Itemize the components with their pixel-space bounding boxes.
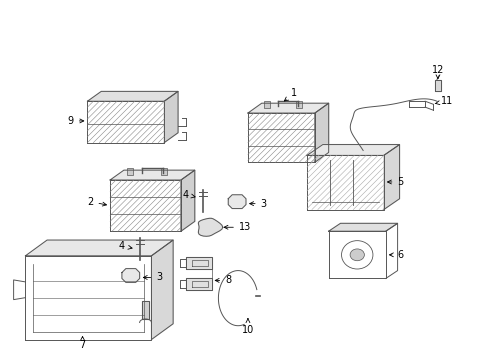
Bar — [296, 101, 302, 108]
Polygon shape — [87, 91, 178, 101]
Polygon shape — [122, 269, 140, 282]
Text: 1: 1 — [284, 88, 297, 101]
Text: 10: 10 — [242, 319, 254, 335]
Polygon shape — [434, 80, 440, 91]
Text: 13: 13 — [224, 222, 251, 232]
Text: 3: 3 — [249, 199, 266, 209]
Polygon shape — [25, 240, 173, 256]
Text: 5: 5 — [386, 177, 403, 187]
Polygon shape — [185, 257, 211, 269]
Polygon shape — [228, 195, 245, 208]
Polygon shape — [383, 145, 399, 210]
Text: 7: 7 — [79, 337, 85, 350]
Polygon shape — [181, 170, 194, 231]
Text: 9: 9 — [67, 116, 83, 126]
Text: 2: 2 — [87, 197, 106, 207]
Polygon shape — [198, 218, 223, 236]
Bar — [161, 168, 166, 175]
Ellipse shape — [341, 240, 372, 269]
Bar — [126, 168, 133, 175]
Polygon shape — [151, 240, 173, 339]
Text: 4: 4 — [119, 241, 132, 251]
Polygon shape — [142, 301, 149, 319]
Polygon shape — [164, 91, 178, 143]
Ellipse shape — [349, 249, 364, 261]
Polygon shape — [247, 103, 328, 113]
Text: 4: 4 — [183, 190, 195, 200]
Text: 8: 8 — [215, 275, 231, 285]
Text: 12: 12 — [431, 65, 443, 78]
Polygon shape — [110, 170, 194, 180]
Polygon shape — [306, 145, 399, 156]
Bar — [264, 101, 269, 108]
Polygon shape — [328, 223, 397, 231]
Polygon shape — [185, 278, 211, 290]
Text: 3: 3 — [143, 273, 162, 283]
Polygon shape — [314, 103, 328, 162]
Text: 6: 6 — [389, 250, 403, 260]
Text: 11: 11 — [434, 96, 452, 106]
